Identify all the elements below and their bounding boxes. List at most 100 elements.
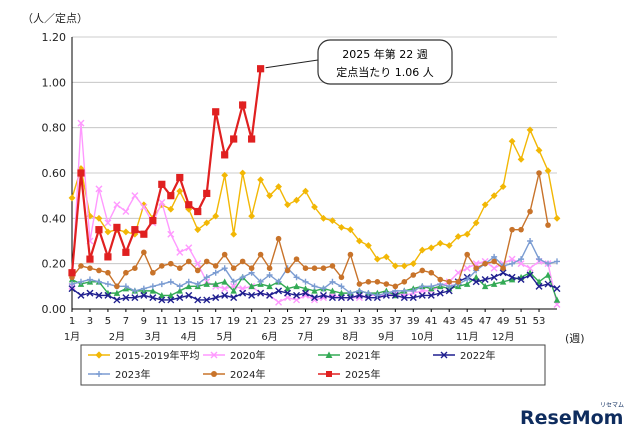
data-point (212, 212, 220, 220)
data-point (221, 171, 229, 179)
data-point (221, 278, 228, 285)
data-point (391, 291, 399, 299)
data-point (454, 233, 462, 240)
data-point (140, 291, 148, 299)
data-point (275, 287, 283, 295)
data-point (284, 289, 292, 297)
data-point (68, 194, 76, 202)
data-point (508, 255, 516, 263)
data-point (275, 278, 282, 285)
data-point (176, 187, 184, 195)
data-point (149, 283, 156, 290)
x-tick-label: 25 (281, 316, 294, 327)
x-tick-label: 23 (263, 316, 276, 327)
x-tick-label: 49 (497, 316, 510, 327)
data-point (131, 226, 139, 234)
data-point (329, 217, 336, 224)
data-point (338, 283, 345, 290)
data-point (68, 285, 76, 293)
data-point (176, 248, 184, 256)
x-tick-label: 3 (87, 316, 93, 327)
data-point (275, 235, 282, 242)
data-point (122, 208, 130, 216)
x-tick-label: 41 (425, 316, 438, 327)
data-point (526, 271, 534, 279)
data-point (329, 263, 336, 269)
data-point (499, 269, 507, 277)
legend-label: 2023年 (115, 368, 150, 381)
y-tick-label: 0.80 (42, 122, 67, 135)
data-point (311, 287, 318, 294)
data-point (248, 135, 256, 143)
data-point (319, 291, 327, 299)
data-point (418, 246, 426, 254)
annotation-text-line-1: 2025 年第 22 週 (342, 47, 427, 61)
data-point (392, 283, 399, 290)
data-point (132, 265, 138, 272)
data-point (185, 278, 192, 285)
data-point (463, 264, 471, 272)
month-label: 11月 (456, 331, 479, 343)
data-point (481, 276, 489, 284)
x-axis: 1 3 5 7 9 11 13 15 17 19 21 23 25 27 29 31 33 35 37 39 41 43 4… (64, 309, 545, 343)
data-point (436, 239, 444, 247)
data-point (293, 282, 300, 290)
data-point (302, 289, 310, 297)
data-point (131, 287, 138, 294)
data-point (527, 238, 534, 244)
data-point (158, 281, 165, 288)
data-point (302, 265, 309, 272)
data-point (149, 217, 157, 225)
data-point (239, 274, 246, 281)
data-point (284, 285, 291, 292)
data-point (113, 201, 121, 209)
data-point (140, 203, 148, 211)
data-point (293, 274, 300, 281)
data-point (203, 219, 211, 227)
data-point (535, 282, 543, 290)
data-point (185, 201, 193, 209)
data-point (499, 183, 507, 190)
data-point (212, 294, 220, 302)
data-point (167, 205, 175, 213)
x-tick-label: 15 (191, 316, 204, 327)
data-point (104, 219, 112, 227)
month-label: 2月 (109, 331, 125, 343)
data-point (509, 226, 515, 233)
data-point (140, 285, 147, 292)
data-point (545, 260, 552, 267)
legend-entry: 2021年 (318, 349, 380, 362)
data-point (77, 291, 85, 299)
data-point (95, 291, 103, 299)
annotation-callout (317, 39, 453, 85)
data-point (440, 351, 448, 359)
data-point (347, 290, 354, 297)
data-point (95, 278, 102, 285)
data-point (141, 249, 147, 256)
resemom-watermark: ReseMom リセマム (520, 402, 624, 429)
data-point (383, 281, 390, 287)
data-point (284, 267, 291, 274)
month-label: 9月 (378, 331, 394, 343)
data-point (158, 296, 166, 304)
data-point (194, 207, 202, 216)
data-point (185, 244, 193, 252)
x-tick-label: 37 (389, 316, 402, 327)
data-point (337, 294, 345, 302)
data-point (364, 242, 372, 249)
data-point (140, 230, 148, 238)
watermark-kana: リセマム (600, 402, 624, 409)
data-point (536, 256, 543, 263)
data-point (176, 294, 184, 302)
data-point (122, 248, 130, 256)
data-point (347, 251, 354, 258)
data-point (257, 176, 265, 184)
data-point (266, 192, 273, 200)
data-point (176, 173, 184, 182)
x-tick-label: 27 (299, 316, 312, 327)
data-point (356, 287, 363, 294)
data-point (239, 169, 247, 177)
data-point (78, 263, 84, 269)
data-point (293, 256, 300, 262)
x-tick-label: 29 (317, 316, 330, 327)
